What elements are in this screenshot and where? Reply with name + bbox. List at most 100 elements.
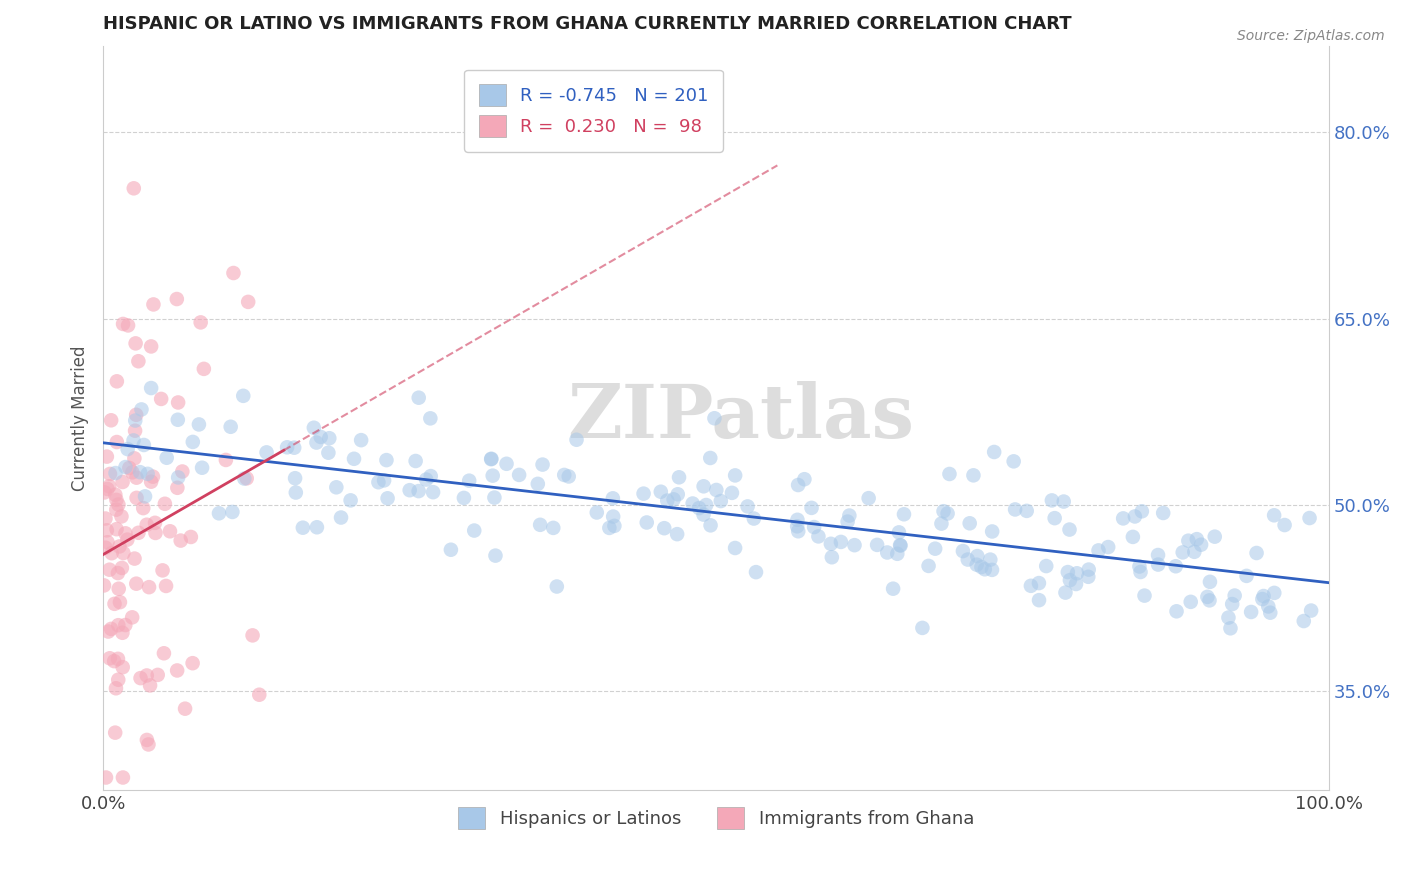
Point <box>242 628 264 642</box>
Point <box>138 738 160 752</box>
Point <box>408 391 430 405</box>
Point <box>104 466 127 480</box>
Point <box>886 547 908 561</box>
Point <box>105 492 128 507</box>
Point <box>100 546 122 560</box>
Point <box>405 454 427 468</box>
Point <box>219 419 242 434</box>
Point <box>692 508 714 522</box>
Point <box>93 578 115 592</box>
Point <box>180 530 202 544</box>
Point <box>484 491 506 505</box>
Point <box>233 472 256 486</box>
Point <box>666 487 689 501</box>
Point <box>981 524 1004 539</box>
Point <box>688 501 710 516</box>
Point <box>527 476 550 491</box>
Point <box>1185 532 1208 546</box>
Point <box>94 541 117 555</box>
Text: HISPANIC OR LATINO VS IMMIGRANTS FROM GHANA CURRENTLY MARRIED CORRELATION CHART: HISPANIC OR LATINO VS IMMIGRANTS FROM GH… <box>103 15 1071 33</box>
Point <box>820 537 842 551</box>
Point <box>911 621 934 635</box>
Point <box>105 522 128 536</box>
Point <box>107 618 129 632</box>
Point <box>330 510 353 524</box>
Point <box>107 582 129 596</box>
Point <box>167 395 190 409</box>
Point <box>1028 593 1050 607</box>
Point <box>96 482 118 496</box>
Point <box>666 527 689 541</box>
Point <box>111 660 134 674</box>
Point <box>103 597 125 611</box>
Point <box>153 497 176 511</box>
Point <box>703 411 725 425</box>
Point <box>543 521 565 535</box>
Point <box>508 467 530 482</box>
Point <box>699 518 721 533</box>
Point <box>1077 570 1099 584</box>
Point <box>94 771 117 785</box>
Point <box>787 524 810 539</box>
Point <box>938 467 960 481</box>
Point <box>232 389 254 403</box>
Point <box>96 524 118 538</box>
Point <box>737 500 759 514</box>
Point <box>235 471 257 485</box>
Point <box>129 465 152 479</box>
Point <box>858 491 880 505</box>
Point <box>181 434 204 449</box>
Point <box>114 460 136 475</box>
Point <box>193 362 215 376</box>
Point <box>291 521 314 535</box>
Point <box>153 646 176 660</box>
Point <box>983 445 1005 459</box>
Point <box>710 494 733 508</box>
Point <box>166 664 188 678</box>
Point <box>484 549 506 563</box>
Point <box>531 458 554 472</box>
Point <box>100 413 122 427</box>
Point <box>124 424 146 438</box>
Point <box>150 392 173 406</box>
Point <box>463 524 485 538</box>
Point <box>924 541 946 556</box>
Point <box>1198 593 1220 607</box>
Point <box>602 491 624 506</box>
Point <box>100 622 122 636</box>
Point <box>122 434 145 448</box>
Point <box>318 446 340 460</box>
Point <box>553 467 575 482</box>
Point <box>1298 511 1320 525</box>
Text: ZIPatlas: ZIPatlas <box>567 381 914 454</box>
Point <box>546 580 568 594</box>
Point <box>125 491 148 505</box>
Point <box>305 520 328 534</box>
Point <box>821 550 844 565</box>
Point <box>479 451 502 466</box>
Point <box>721 486 744 500</box>
Point <box>887 525 910 540</box>
Point <box>256 445 278 459</box>
Point <box>112 546 135 560</box>
Point <box>127 354 149 368</box>
Point <box>107 566 129 580</box>
Point <box>917 558 939 573</box>
Point <box>1246 546 1268 560</box>
Point <box>118 461 141 475</box>
Point <box>146 668 169 682</box>
Point <box>1053 494 1076 508</box>
Point <box>134 489 156 503</box>
Point <box>1251 592 1274 607</box>
Point <box>419 469 441 483</box>
Point <box>807 529 830 543</box>
Point <box>415 473 437 487</box>
Point <box>94 511 117 525</box>
Point <box>191 460 214 475</box>
Point <box>117 318 139 333</box>
Text: Source: ZipAtlas.com: Source: ZipAtlas.com <box>1237 29 1385 43</box>
Point <box>152 563 174 577</box>
Point <box>1301 603 1323 617</box>
Point <box>973 562 995 576</box>
Point <box>1220 597 1243 611</box>
